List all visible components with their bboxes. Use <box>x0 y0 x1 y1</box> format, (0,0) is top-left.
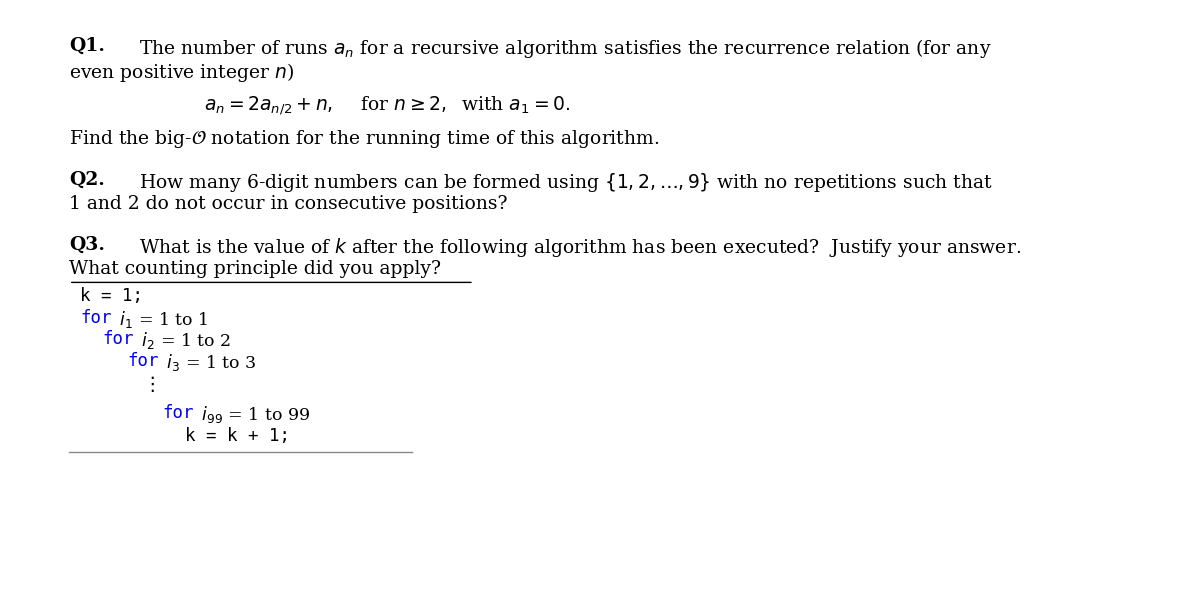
Text: $i_2$ = 1 to 2: $i_2$ = 1 to 2 <box>137 330 232 351</box>
Text: for: for <box>162 404 193 422</box>
Text: $i_1$ = 1 to 1: $i_1$ = 1 to 1 <box>114 309 208 330</box>
Text: Q2.: Q2. <box>68 171 104 188</box>
Text: How many 6-digit numbers can be formed using $\{1, 2, \ldots, 9\}$ with no repet: How many 6-digit numbers can be formed u… <box>138 171 992 194</box>
Text: 1 and 2 do not occur in consecutive positions?: 1 and 2 do not occur in consecutive posi… <box>68 195 508 213</box>
Text: for: for <box>102 330 134 348</box>
Text: The number of runs $a_n$ for a recursive algorithm satisfies the recurrence rela: The number of runs $a_n$ for a recursive… <box>138 37 991 60</box>
Text: $i_{99}$ = 1 to 99: $i_{99}$ = 1 to 99 <box>196 404 311 426</box>
Text: Q1.: Q1. <box>68 37 104 55</box>
Text: $a_n = 2a_{n/2} + n,\quad$ for $n \geq 2,\;$ with $a_1 = 0.$: $a_n = 2a_{n/2} + n,\quad$ for $n \geq 2… <box>204 94 570 117</box>
Text: even positive integer $n$): even positive integer $n$) <box>68 61 294 84</box>
Text: for: for <box>127 352 158 370</box>
Text: $\vdots$: $\vdots$ <box>142 374 155 394</box>
Text: What counting principle did you apply?: What counting principle did you apply? <box>68 260 440 278</box>
Text: for: for <box>80 309 112 327</box>
Text: Find the big-$\mathcal{O}$ notation for the running time of this algorithm.: Find the big-$\mathcal{O}$ notation for … <box>68 128 659 150</box>
Text: Q3.: Q3. <box>68 236 104 254</box>
Text: k = 1;: k = 1; <box>80 287 143 305</box>
Text: k = k + 1;: k = k + 1; <box>185 427 289 445</box>
Text: What is the value of $k$ after the following algorithm has been executed?  Justi: What is the value of $k$ after the follo… <box>138 236 1021 259</box>
Text: $i_3$ = 1 to 3: $i_3$ = 1 to 3 <box>161 352 257 373</box>
